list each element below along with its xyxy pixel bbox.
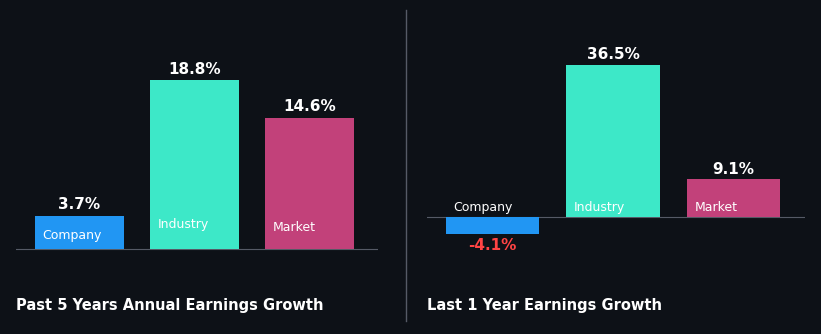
Text: 18.8%: 18.8% xyxy=(168,61,221,76)
Text: 3.7%: 3.7% xyxy=(58,197,100,212)
Text: Past 5 Years Annual Earnings Growth: Past 5 Years Annual Earnings Growth xyxy=(16,298,324,313)
Text: Company: Company xyxy=(42,229,102,242)
Text: 14.6%: 14.6% xyxy=(283,99,336,114)
Text: -4.1%: -4.1% xyxy=(469,238,516,254)
Bar xyxy=(150,80,239,249)
Text: Market: Market xyxy=(695,201,737,214)
Text: 9.1%: 9.1% xyxy=(713,162,754,177)
Text: Industry: Industry xyxy=(158,218,209,231)
Text: Company: Company xyxy=(454,201,513,214)
Bar xyxy=(34,216,124,249)
Text: 36.5%: 36.5% xyxy=(586,47,640,62)
Bar xyxy=(687,179,780,217)
Text: Market: Market xyxy=(273,221,315,234)
Bar xyxy=(566,65,659,217)
Bar xyxy=(265,118,354,249)
Bar xyxy=(446,217,539,234)
Text: Industry: Industry xyxy=(574,201,626,214)
Text: Last 1 Year Earnings Growth: Last 1 Year Earnings Growth xyxy=(427,298,662,313)
